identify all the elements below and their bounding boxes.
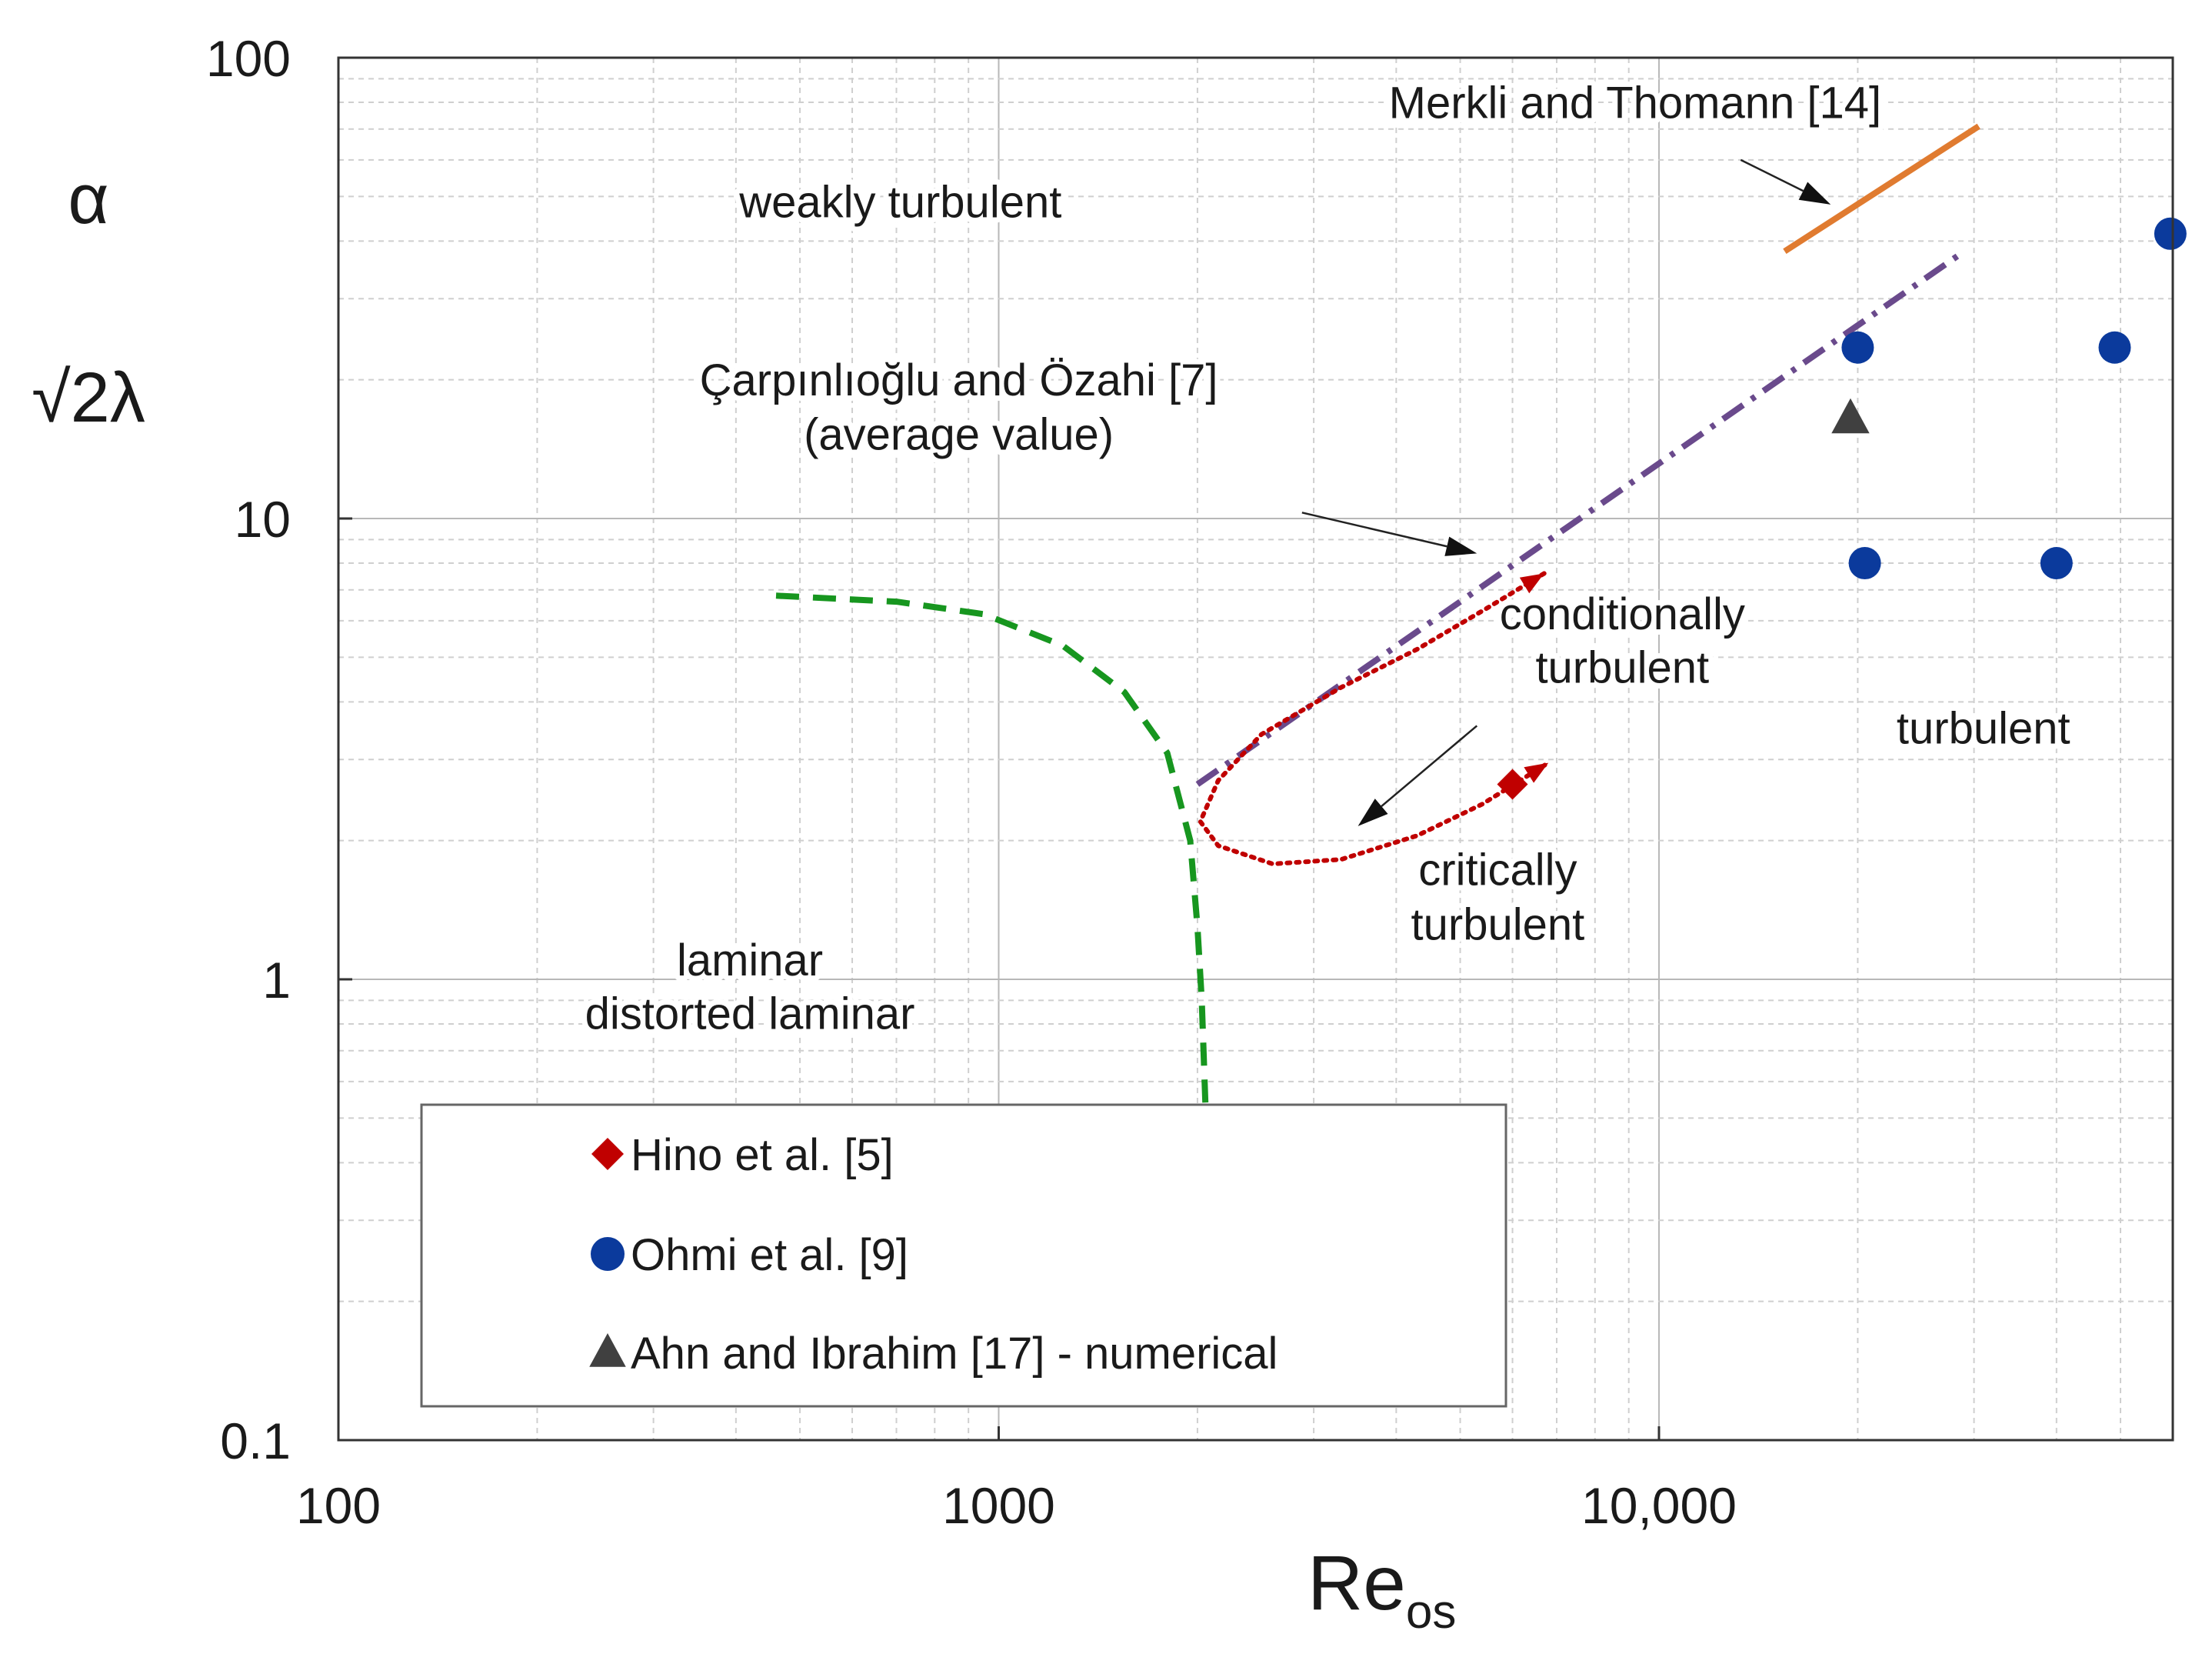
curve-laminar-boundary [775,592,1209,1119]
y-tick-label: 0.1 [220,1412,291,1469]
axis-ticks: 100 1000 10,000 0.1 1 10 100 [206,30,1737,1534]
point-ahn-and-ibrahim-17-numerical [1831,398,1870,434]
annotation-arrow-shaft [1301,512,1447,548]
point-ohmi-et-al-9 [2154,217,2187,250]
legend-marker-diamond [591,1138,624,1170]
annotation-arrows [1301,158,1831,826]
curve-transition-path [1198,571,1551,866]
legend-label: Hino et al. [5] [631,1130,894,1180]
legend-marker-circle [591,1237,625,1271]
annotation-crit2: turbulent [1411,899,1585,949]
point-ohmi-et-al-9 [2098,331,2131,364]
curves [775,123,1980,1119]
legend: Hino et al. [5] Ohmi et al. [9] Ahn and Ib… [420,1103,1507,1408]
x-axis-label: Reos [1308,1540,1456,1639]
legend-entries: Hino et al. [5] Ohmi et al. [9] Ahn and Ib… [589,1130,1278,1379]
annotation-arrow-shaft [1740,158,1804,192]
annotation-merkli: Merkli and Thomann [14] [1389,78,1882,128]
y-tick-label: 10 [235,491,291,548]
annotation-cond1: conditionally [1500,589,1745,639]
x-tick-label: 10,000 [1581,1477,1737,1534]
y-tick-label: 1 [262,952,291,1009]
y-tick-label: 100 [206,30,291,87]
legend-label: Ahn and Ibrahim [17] - numerical [631,1329,1278,1379]
x-tick-label: 100 [296,1477,381,1534]
region-labels: Merkli and Thomann [14] weakly turbulent Ç… [580,72,2076,1044]
transition-arrowhead [1519,573,1544,594]
annotation-arrowhead [1444,536,1477,556]
data-points [1497,217,2187,800]
annotation-weakly: weakly turbulent [738,178,1061,228]
annotation-arrow-shaft [1381,725,1478,808]
annotation-crit1: critically [1418,845,1577,895]
legend-label: Ohmi et al. [9] [631,1230,908,1280]
annotation-turb: turbulent [1897,703,2070,753]
curve-merkli-and-thomann-14- [1783,123,1980,255]
legend-marker-triangle [589,1333,626,1367]
x-axis-label-subscript: os [1406,1586,1456,1639]
x-tick-label: 1000 [942,1477,1055,1534]
point-ohmi-et-al-9 [2040,547,2073,580]
transition-arrowhead [1524,762,1549,783]
plot-frame [337,56,2174,1442]
point-ohmi-et-al-9 [1848,547,1881,580]
annotation-carp1: Çarpınlıoğlu and Özahi [7] [700,355,1218,405]
annotation-lam2: distorted laminar [585,989,915,1039]
annotation-carp2: (average value) [804,410,1114,460]
point-ohmi-et-al-9 [1841,331,1874,364]
y-axis-label-alpha: α [68,160,108,238]
annotation-arrowhead [1358,799,1388,826]
x-axis-label-main: Re [1308,1540,1406,1626]
y-axis-label-sqrt2lambda: √2λ [32,358,145,437]
point-hino-et-al-5 [1497,769,1528,800]
annotation-arrowhead [1798,182,1831,205]
annotation-cond2: turbulent [1535,643,1709,693]
annotation-lam1: laminar [677,935,823,985]
